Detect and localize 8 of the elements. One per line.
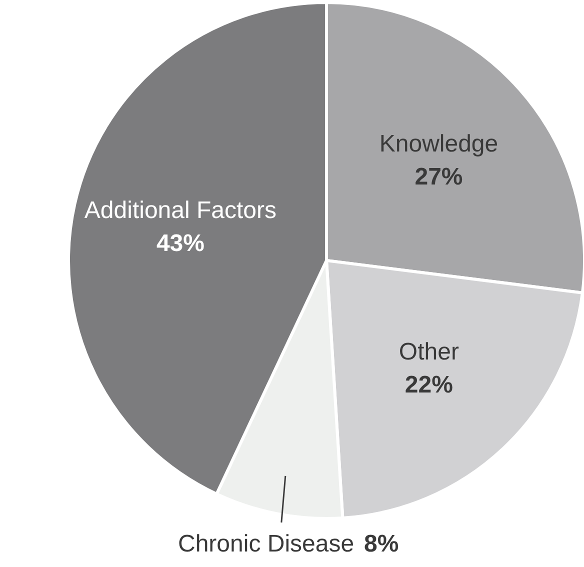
data-label: 43% <box>156 230 204 257</box>
slice-label: Chronic Disease <box>178 530 354 558</box>
slice-label: Additional Factors <box>84 196 277 224</box>
data-label: 27% <box>414 164 463 191</box>
slice-label: Other <box>398 338 459 366</box>
data-label: 8% <box>364 530 399 558</box>
slice-label: Knowledge <box>379 130 498 158</box>
data-label: 22% <box>404 372 453 399</box>
